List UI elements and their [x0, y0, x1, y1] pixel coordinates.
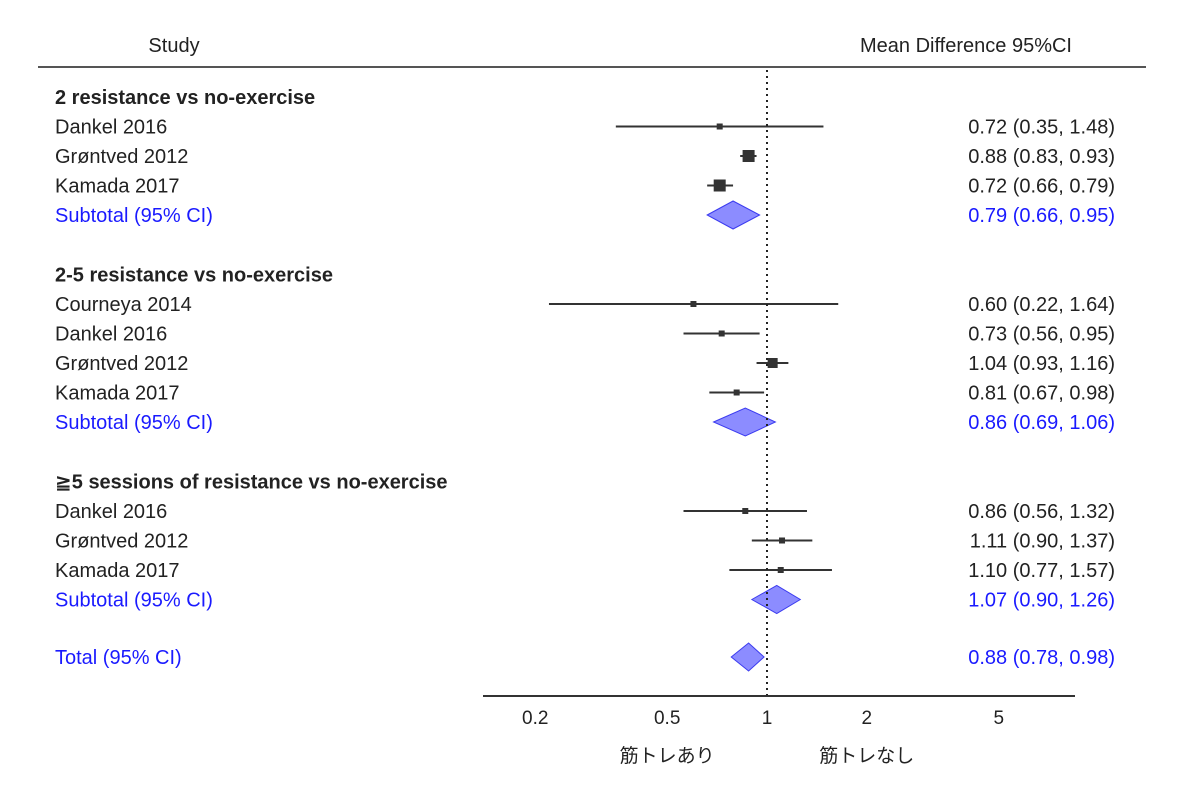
x-direction-label-left: 筋トレあり: [620, 745, 715, 767]
point-estimate: [718, 330, 725, 337]
effect-value: 1.10 (0.77, 1.57): [968, 560, 1115, 582]
subtotal-value: 0.79 (0.66, 0.95): [968, 205, 1115, 227]
study-name: Courneya 2014: [55, 294, 192, 316]
column-header-effect: Mean Difference 95%CI: [860, 35, 1072, 57]
point-estimate: [690, 301, 697, 307]
study-name: Grøntved 2012: [55, 146, 188, 168]
study-name: Dankel 2016: [55, 501, 167, 523]
x-tick-label: 0.5: [654, 708, 680, 729]
subtotal-label: Subtotal (95% CI): [55, 412, 213, 434]
study-name: Kamada 2017: [55, 383, 180, 405]
subtotal-diamond: [750, 584, 802, 615]
total-label: Total (95% CI): [55, 647, 182, 669]
study-name: Grøntved 2012: [55, 353, 188, 375]
total-diamond: [730, 642, 765, 672]
effect-value: 0.60 (0.22, 1.64): [968, 294, 1115, 316]
x-tick-label: 0.2: [522, 708, 548, 729]
study-name: Dankel 2016: [55, 117, 167, 139]
point-estimate: [779, 537, 786, 544]
column-header-study: Study: [148, 35, 199, 57]
point-estimate: [742, 150, 755, 162]
study-name: Kamada 2017: [55, 560, 180, 582]
point-estimate: [716, 123, 723, 130]
subtotal-diamond: [712, 407, 777, 437]
subtotal-label: Subtotal (95% CI): [55, 205, 213, 227]
group-title: 2-5 resistance vs no-exercise: [55, 265, 333, 287]
subtotal-label: Subtotal (95% CI): [55, 590, 213, 612]
point-estimate: [777, 567, 784, 573]
x-tick-label: 5: [993, 708, 1004, 729]
x-tick-label: 2: [862, 708, 873, 729]
point-estimate: [742, 508, 749, 514]
study-name: Grøntved 2012: [55, 531, 188, 553]
subtotal-diamond: [706, 200, 761, 230]
study-name: Kamada 2017: [55, 176, 180, 198]
point-estimate: [767, 358, 778, 368]
forest-rows: 2 resistance vs no-exercise Dankel 2016 0.…: [55, 87, 1115, 672]
effect-value: 0.73 (0.56, 0.95): [968, 324, 1115, 346]
group-title: 2 resistance vs no-exercise: [55, 87, 315, 109]
x-tick-label: 1: [762, 708, 773, 729]
subtotal-value: 1.07 (0.90, 1.26): [968, 590, 1115, 612]
x-axis: 0.2 0.5 1 2 5 筋トレあり 筋トレなし: [483, 70, 1075, 767]
effect-value: 1.04 (0.93, 1.16): [968, 353, 1115, 375]
effect-value: 0.86 (0.56, 1.32): [968, 501, 1115, 523]
effect-value: 0.88 (0.83, 0.93): [968, 146, 1115, 168]
effect-value: 0.81 (0.67, 0.98): [968, 383, 1115, 405]
effect-value: 0.72 (0.66, 0.79): [968, 176, 1115, 198]
study-name: Dankel 2016: [55, 324, 167, 346]
effect-value: 1.11 (0.90, 1.37): [970, 531, 1115, 553]
x-direction-label-right: 筋トレなし: [819, 745, 914, 767]
point-estimate: [713, 179, 726, 192]
total-value: 0.88 (0.78, 0.98): [968, 647, 1115, 669]
effect-value: 0.72 (0.35, 1.48): [968, 117, 1115, 139]
group-title: ≧5 sessions of resistance vs no-exercise: [55, 472, 448, 494]
point-estimate: [733, 389, 740, 396]
subtotal-value: 0.86 (0.69, 1.06): [968, 412, 1115, 434]
